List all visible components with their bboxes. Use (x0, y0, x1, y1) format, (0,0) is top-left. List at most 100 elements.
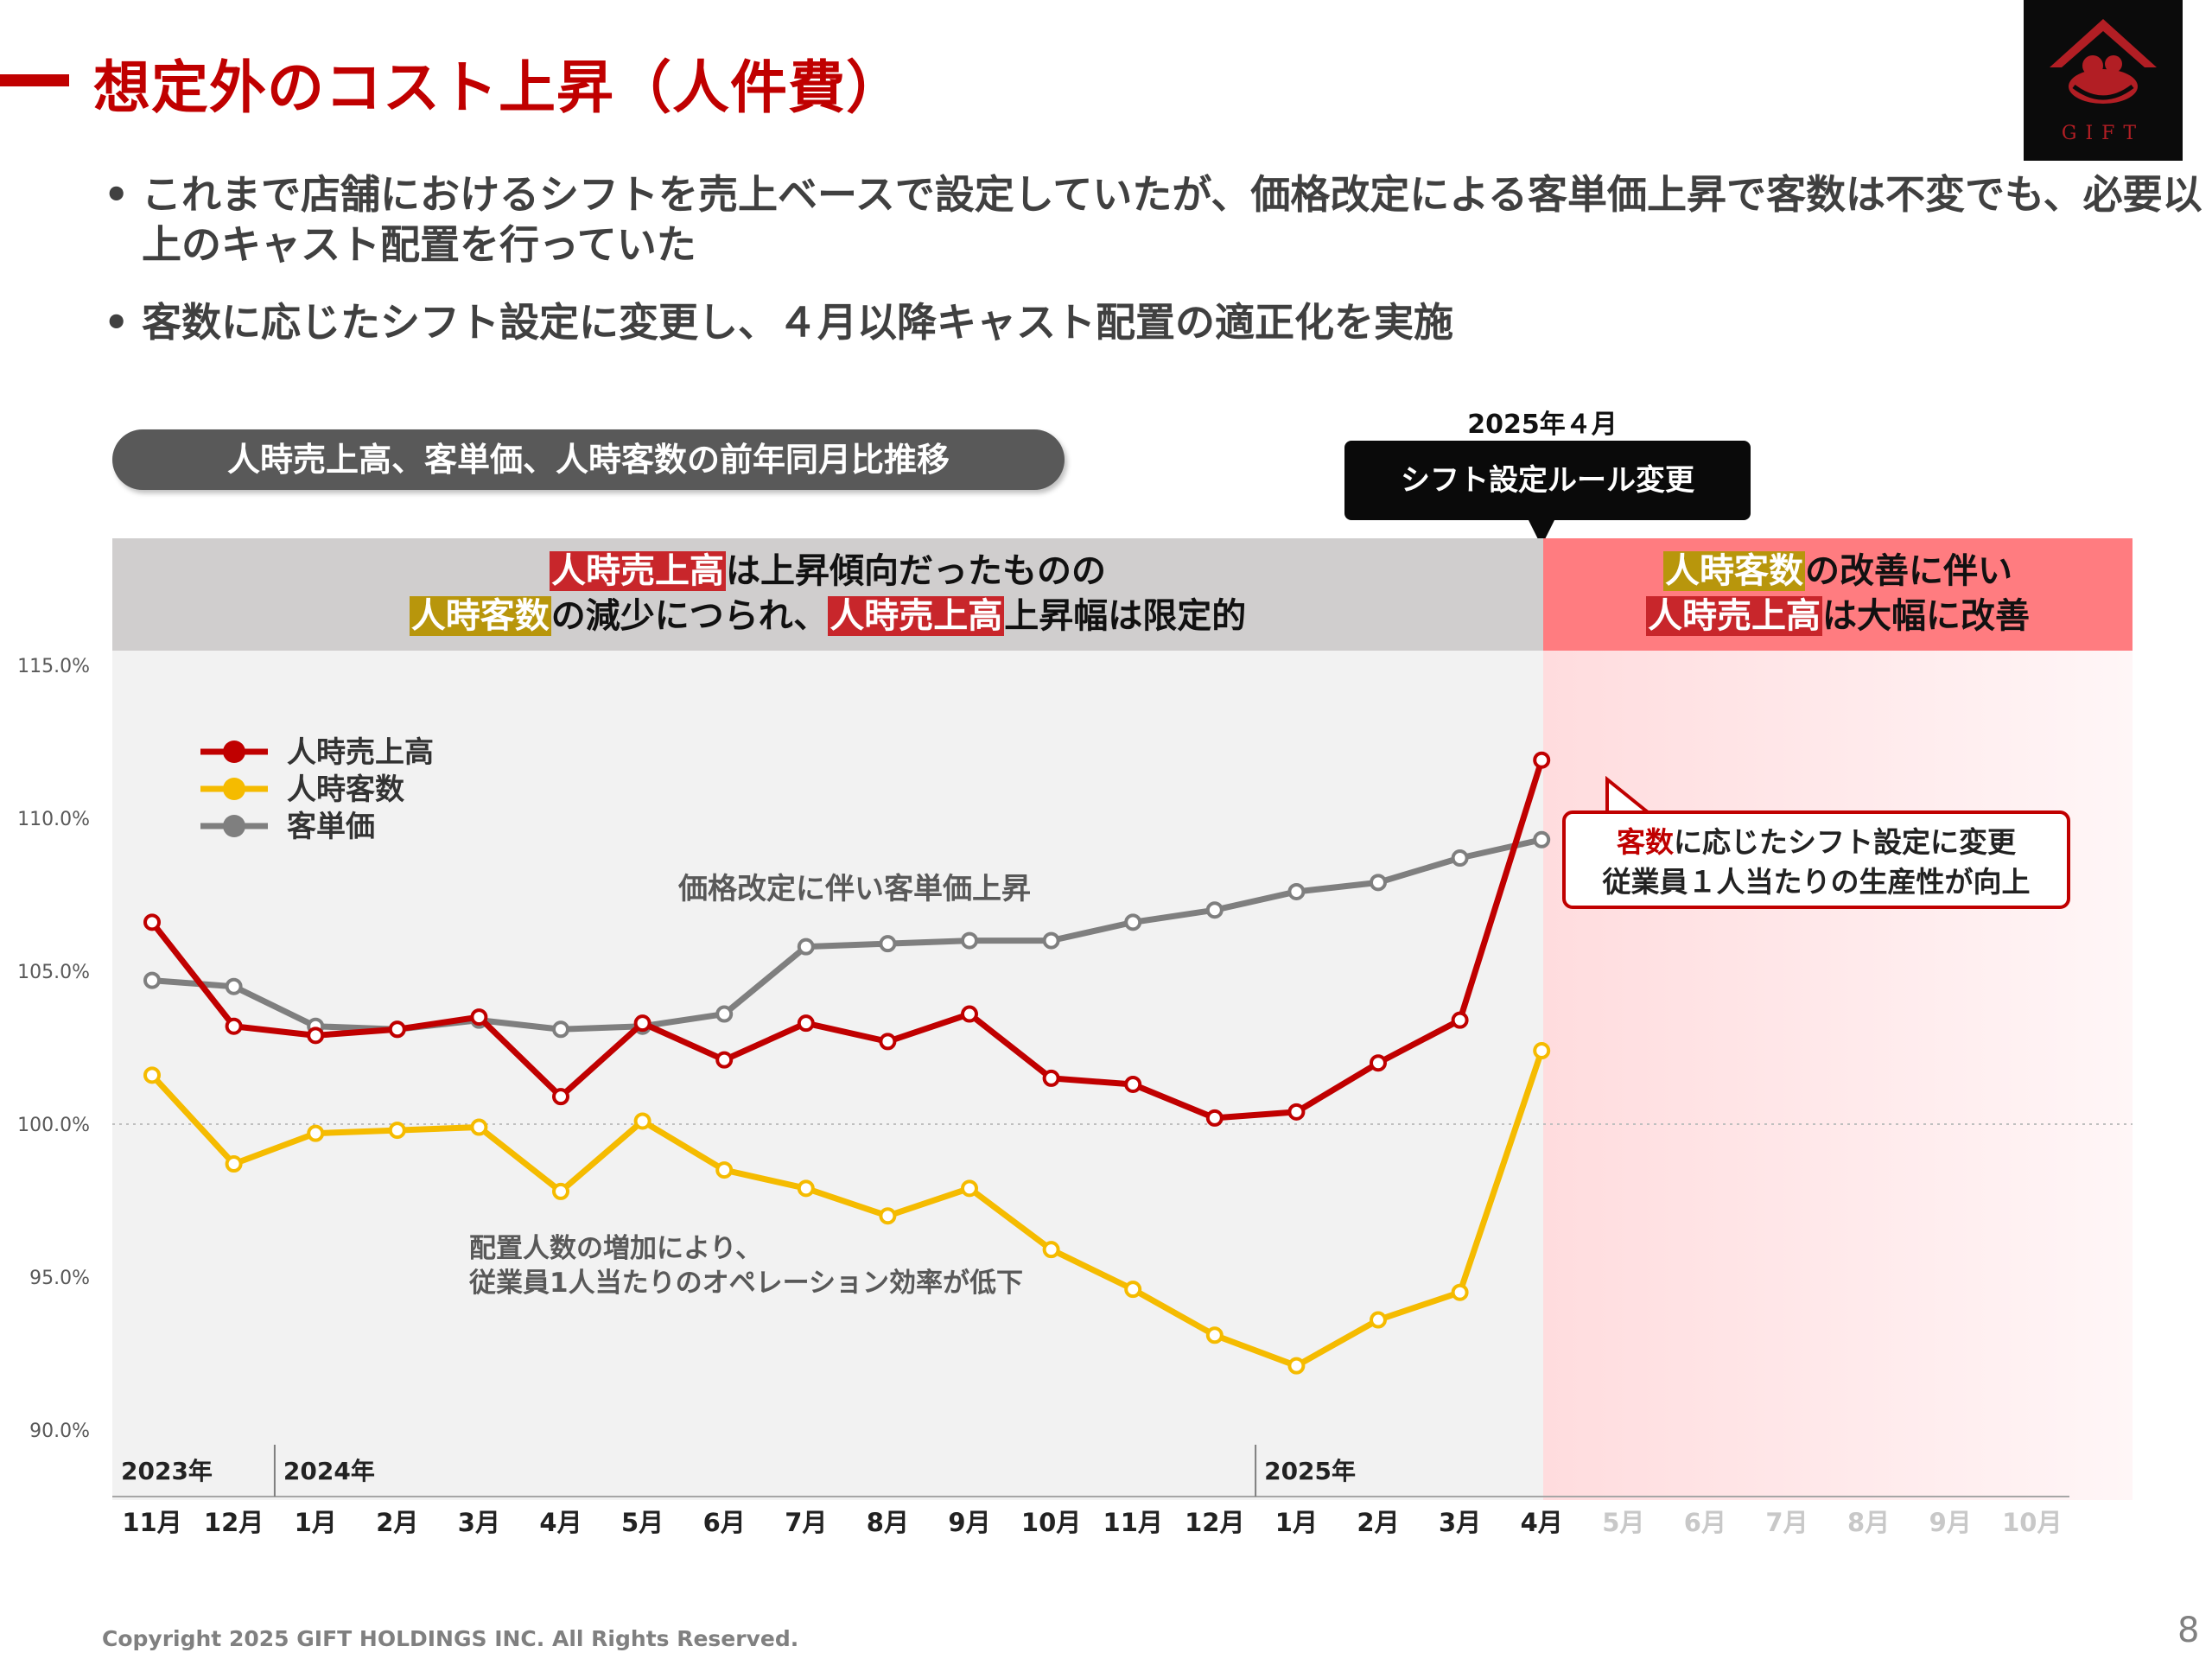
data-point (961, 931, 978, 950)
data-point (1451, 849, 1469, 868)
bullet-dot: • (104, 171, 130, 218)
x-tick-label: 2月 (376, 1508, 418, 1537)
x-tick-label: 4月 (1521, 1508, 1563, 1537)
callout-line-2: 従業員１人当たりの生産性が向上 (1602, 865, 2031, 899)
x-tick-label: 6月 (703, 1508, 746, 1537)
legend-label: 人時売上高 (287, 735, 434, 770)
data-point (1533, 1042, 1551, 1060)
data-point (552, 1020, 569, 1039)
data-point (1451, 1011, 1469, 1029)
copyright: Copyright 2025 GIFT HOLDINGS INC. All Ri… (102, 1626, 799, 1651)
annotation-efficiency-2: 従業員1人当たりのオペレーション効率が低下 (468, 1268, 1023, 1299)
productivity-callout: 客数に応じたシフト設定に変更 従業員１人当たりの生産性が向上 (1562, 810, 2070, 909)
band-text: の減少につられ、 (550, 596, 829, 636)
data-point (879, 935, 897, 953)
data-point (961, 1005, 978, 1023)
data-point (633, 1112, 652, 1130)
rule-change-callout: シフト設定ルール変更 (1344, 441, 1751, 520)
year-label: 2025年 (1264, 1457, 1356, 1485)
data-point (470, 1118, 488, 1136)
band-text: の改善に伴い (1805, 551, 2012, 591)
annotation-unit-price: 価格改定に伴い客単価上昇 (677, 872, 1031, 906)
band-text: 上昇幅は限定的 (1004, 596, 1247, 636)
x-tick-label: 2月 (1357, 1508, 1399, 1537)
year-label: 2023年 (121, 1457, 213, 1485)
data-point (715, 1161, 734, 1179)
data-point (470, 1008, 488, 1027)
legend-label: 人時客数 (287, 772, 404, 807)
band-text: は大幅に改善 (1822, 596, 2030, 636)
plot-future-region (1543, 651, 2133, 1500)
data-point (143, 913, 161, 931)
data-point (961, 1179, 978, 1198)
data-point (879, 1207, 897, 1225)
highlight-sales: 人時売上高 (1646, 596, 1822, 636)
data-point (797, 1014, 815, 1033)
data-point (1042, 1241, 1060, 1259)
red-band-line-1: 人時客数の改善に伴い (1543, 549, 2133, 594)
data-point (1124, 1281, 1142, 1299)
data-point (715, 1005, 734, 1023)
legend-marker (223, 741, 245, 763)
data-point (1287, 1103, 1306, 1121)
year-label: 2024年 (283, 1457, 375, 1485)
x-tick-label: 9月 (1929, 1508, 1972, 1537)
logo-emblem-icon (2050, 19, 2157, 104)
chart-title-pill: 人時売上高、客単価、人時客数の前年同月比推移 (112, 429, 1065, 490)
bullet-text: これまで店舗におけるシフトを売上ベースで設定していたが、価格改定による客単価上昇… (142, 171, 2202, 268)
data-point (1205, 901, 1224, 919)
data-point (225, 1155, 243, 1173)
data-point (1042, 1069, 1060, 1087)
data-point (1124, 1075, 1142, 1093)
x-tick-label: 5月 (1602, 1508, 1644, 1537)
data-point (1533, 751, 1551, 769)
data-point (307, 1124, 325, 1142)
data-point (1533, 830, 1551, 849)
legend-marker (223, 778, 245, 800)
legend-marker (223, 815, 245, 837)
title-accent-bar (0, 74, 69, 86)
page-title: 想定外のコスト上昇（人件費） (93, 54, 904, 121)
data-point (1042, 931, 1060, 950)
band-text: は上昇傾向だったものの (726, 551, 1106, 591)
x-tick-label: 12月 (1185, 1508, 1244, 1537)
data-point (1287, 1357, 1306, 1375)
y-tick-label: 115.0% (17, 656, 90, 677)
data-point (307, 1027, 325, 1045)
x-tick-label: 7月 (1765, 1508, 1808, 1537)
x-tick-label: 1月 (1275, 1508, 1318, 1537)
highlight-customers: 人時客数 (409, 596, 551, 636)
data-point (225, 1017, 243, 1035)
data-point (1287, 882, 1306, 900)
gray-summary-band: 人時売上高 は上昇傾向だったものの 人時客数の減少につられ、人時売上高上昇幅は限定… (112, 538, 1543, 651)
x-tick-label: 11月 (122, 1508, 181, 1537)
callout-line-1: 客数に応じたシフト設定に変更 (1566, 823, 2067, 862)
data-point (388, 1122, 406, 1140)
data-point (1370, 1054, 1387, 1072)
red-band-line-2: 人時売上高は大幅に改善 (1543, 594, 2133, 639)
x-tick-label: 12月 (204, 1508, 264, 1537)
gray-band-line-2: 人時客数の減少につられ、人時売上高上昇幅は限定的 (112, 594, 1543, 639)
highlight-sales: 人時売上高 (828, 596, 1005, 636)
x-tick-label: 11月 (1103, 1508, 1163, 1537)
y-tick-label: 105.0% (17, 962, 90, 983)
x-tick-label: 8月 (867, 1508, 909, 1537)
data-point (715, 1051, 734, 1069)
data-point (1205, 1326, 1224, 1344)
data-point (552, 1088, 569, 1106)
x-tick-label: 8月 (1847, 1508, 1890, 1537)
highlight-customers: 人時客数 (1663, 551, 1805, 591)
x-tick-label: 3月 (1439, 1508, 1481, 1537)
data-point (797, 938, 815, 956)
data-point (1205, 1109, 1224, 1127)
callout-text: に応じたシフト設定に変更 (1674, 825, 2016, 859)
annotation-efficiency-1: 配置人数の増加により、 (469, 1233, 762, 1264)
x-tick-label: 1月 (295, 1508, 337, 1537)
data-point (1451, 1283, 1469, 1301)
data-point (879, 1033, 897, 1051)
gift-logo: GIFT (2024, 0, 2183, 161)
data-point (1370, 874, 1387, 892)
data-point (797, 1179, 815, 1198)
bullet-dot: • (104, 299, 130, 346)
x-tick-label: 10月 (1021, 1508, 1081, 1537)
